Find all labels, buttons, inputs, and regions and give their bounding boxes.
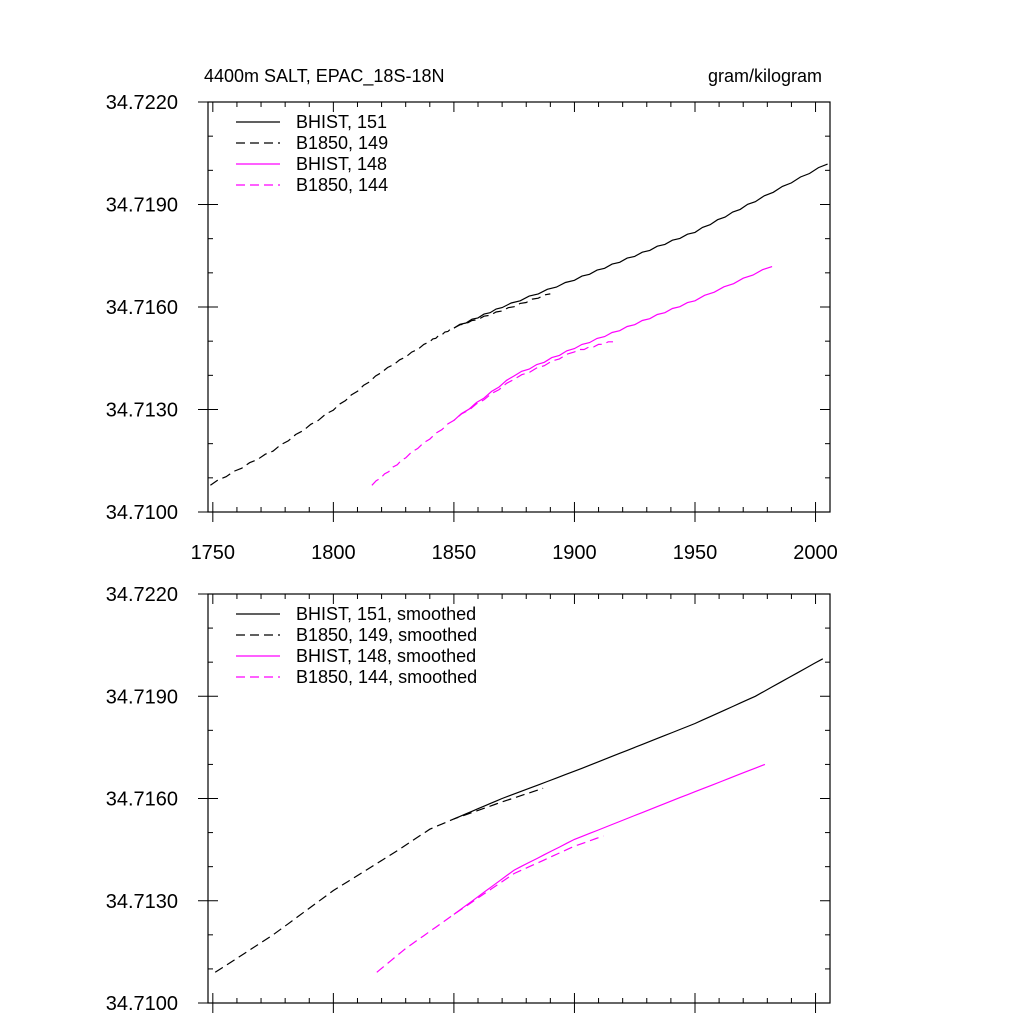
y-tick-label: 34.7190	[106, 195, 178, 217]
chart-panel-1: 1750 1800 1850 1900 1950 2000 34.7100 34.7130 34…	[106, 66, 838, 564]
series-line-3	[453, 266, 773, 421]
y-tick-label: 34.7160	[106, 789, 178, 811]
legend-label: BHIST, 148	[296, 154, 387, 174]
series-line-1	[453, 658, 824, 820]
y-tick-label: 34.7100	[106, 502, 178, 524]
units-label: gram/kilogram	[708, 66, 822, 86]
x-tick-label: 1800	[311, 542, 356, 564]
legend-label: BHIST, 148, smoothed	[296, 646, 476, 666]
y-tick-label: 34.7130	[106, 400, 178, 422]
y-tick-label: 34.7100	[106, 993, 178, 1015]
legend-label: B1850, 149, smoothed	[296, 625, 477, 645]
y-tick-label: 34.7190	[106, 686, 178, 708]
series-line-4	[371, 341, 613, 486]
series-line-4	[376, 835, 604, 973]
chart-panel-2: 34.7100 34.7130 34.7160 34.7190 34.7220 BHIST…	[106, 584, 831, 1015]
x-tick-label: 1900	[552, 542, 597, 564]
legend-label: B1850, 144	[296, 175, 388, 195]
legend-label: B1850, 144, smoothed	[296, 667, 477, 687]
y-tick-label: 34.7220	[106, 584, 178, 606]
x-tick-label: 1950	[673, 542, 718, 564]
series-line-3	[453, 763, 766, 915]
legend-label: BHIST, 151	[296, 112, 387, 132]
legend-label: B1850, 149	[296, 133, 388, 153]
series-line-2	[214, 787, 544, 973]
y-tick-label: 34.7160	[106, 297, 178, 319]
x-tick-label: 2000	[793, 542, 838, 564]
y-tick-label: 34.7220	[106, 92, 178, 114]
y-tick-label: 34.7130	[106, 891, 178, 913]
legend-label: BHIST, 151, smoothed	[296, 604, 476, 624]
chart-title: 4400m SALT, EPAC_18S-18N	[204, 66, 444, 87]
x-tick-label: 1750	[191, 542, 236, 564]
series-line-2	[210, 293, 551, 486]
x-tick-label: 1850	[432, 542, 477, 564]
series-line-1	[453, 163, 828, 329]
